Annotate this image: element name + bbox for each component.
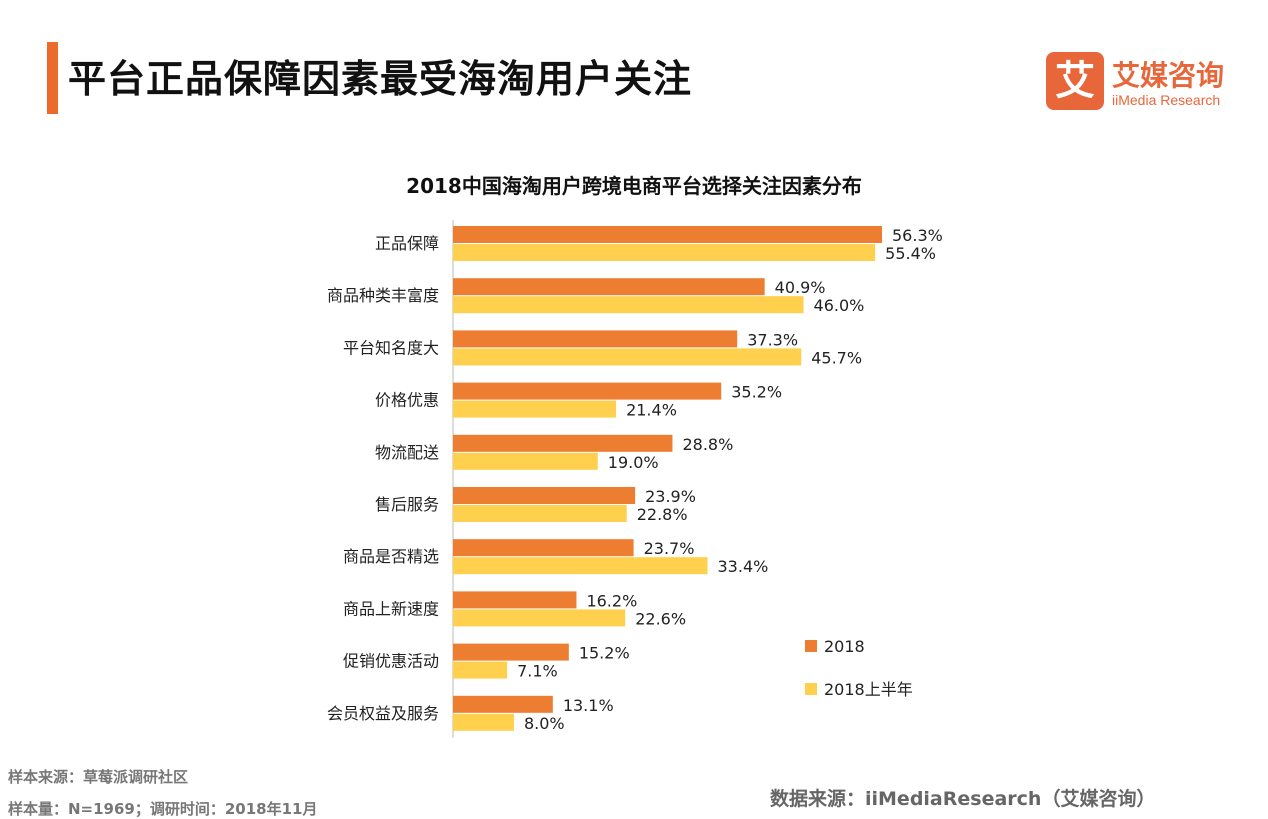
category-label: 物流配送: [375, 443, 439, 462]
logo-mark-icon: 艾: [1046, 52, 1104, 110]
category-label: 促销优惠活动: [343, 652, 439, 671]
bar-2018: [453, 330, 738, 348]
data-label: 8.0%: [524, 714, 565, 733]
bar-2018: [453, 539, 634, 557]
category-label: 商品上新速度: [343, 599, 439, 618]
logo-name-cn: 艾媒咨询: [1112, 59, 1225, 92]
sample-size: 样本量：N=1969；调研时间：2018年11月: [8, 800, 318, 818]
data-label: 23.9%: [645, 487, 696, 506]
category-label: 商品是否精选: [343, 547, 439, 566]
data-label: 33.4%: [718, 557, 769, 576]
data-label: 35.2%: [731, 383, 782, 402]
bar-2018: [453, 643, 569, 661]
data-label: 16.2%: [586, 591, 637, 610]
category-label: 商品种类丰富度: [327, 286, 439, 305]
data-label: 13.1%: [563, 696, 614, 715]
data-label: 15.2%: [579, 644, 630, 663]
category-label: 售后服务: [375, 495, 439, 514]
legend-label: 2018上半年: [824, 680, 913, 699]
bar-2018h1: [453, 557, 708, 575]
data-label: 56.3%: [892, 226, 943, 245]
data-label: 45.7%: [811, 348, 862, 367]
bar-2018: [453, 487, 636, 504]
category-label: 平台知名度大: [343, 338, 439, 357]
data-label: 28.8%: [682, 435, 733, 454]
bar-2018: [453, 278, 765, 296]
data-label: 19.0%: [608, 453, 659, 472]
category-label: 会员权益及服务: [327, 704, 439, 723]
page-title: 平台正品保障因素最受海淘用户关注: [68, 57, 693, 101]
bar-2018h1: [453, 505, 627, 522]
bar-2018h1: [453, 244, 876, 261]
data-label: 55.4%: [885, 244, 936, 263]
bar-2018h1: [453, 400, 617, 418]
legend-swatch: [805, 640, 817, 652]
bar-2018h1: [453, 609, 626, 627]
data-label: 40.9%: [775, 278, 826, 297]
logo-name-en: iiMedia Research: [1112, 92, 1221, 108]
sample-source: 样本来源：草莓派调研社区: [8, 768, 189, 786]
bar-2018h1: [453, 452, 598, 470]
bar-2018h1: [453, 661, 508, 679]
data-label: 21.4%: [626, 401, 677, 420]
data-label: 22.8%: [637, 505, 688, 524]
data-source: 数据来源：iiMediaResearch（艾媒咨询）: [770, 788, 1156, 810]
bar-2018: [453, 226, 883, 243]
bar-2018h1: [453, 713, 514, 731]
data-label: 46.0%: [814, 296, 865, 315]
bar-2018: [453, 695, 553, 713]
bar-2018: [453, 382, 722, 400]
bar-2018h1: [453, 296, 804, 314]
data-label: 22.6%: [635, 609, 686, 628]
category-label: 正品保障: [375, 234, 439, 253]
bar-2018: [453, 434, 673, 452]
title-accent-bar: [47, 42, 58, 114]
data-label: 37.3%: [747, 330, 798, 349]
data-label: 7.1%: [517, 662, 558, 681]
legend-swatch: [805, 683, 817, 695]
bar-2018h1: [453, 348, 802, 366]
chart-title: 2018中国海淘用户跨境电商平台选择关注因素分布: [406, 174, 862, 198]
legend-label: 2018: [824, 637, 865, 656]
category-label: 价格优惠: [375, 391, 439, 410]
iimedia-logo: 艾 艾媒咨询 iiMedia Research: [1046, 52, 1246, 112]
data-label: 23.7%: [644, 539, 695, 558]
bar-2018: [453, 591, 577, 609]
